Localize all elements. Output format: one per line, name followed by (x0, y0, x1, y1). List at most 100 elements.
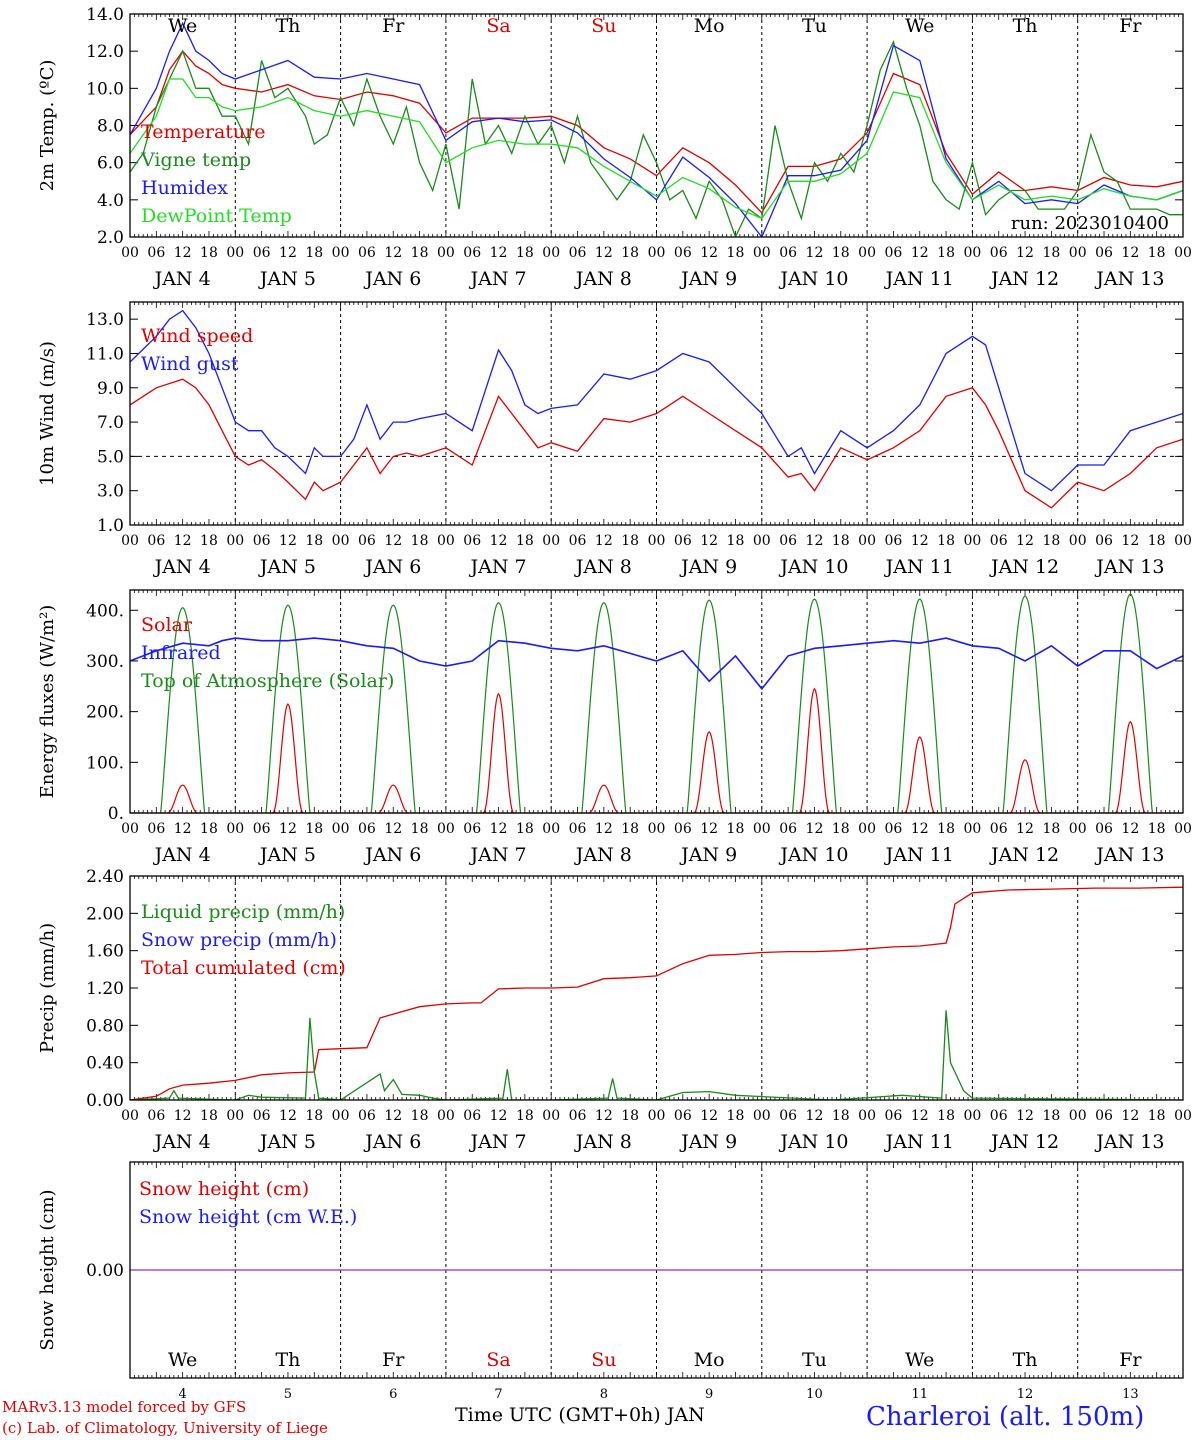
weekday-label: Th (275, 1349, 300, 1371)
model-credit-line1: MARv3.13 model forced by GFS (2, 1398, 247, 1416)
y-tick-label: 400. (86, 601, 124, 621)
weekday-label: Fr (382, 15, 405, 37)
x-hour-label: 06 (885, 1108, 903, 1124)
x-day-label: JAN 12 (989, 1131, 1059, 1153)
x-hour-label: 06 (147, 533, 165, 549)
y-tick-label: 1.20 (86, 979, 124, 999)
y-tick-label: 0.80 (86, 1016, 124, 1036)
x-hour-label: 00 (1069, 1108, 1087, 1124)
x-day-label: JAN 5 (258, 844, 316, 866)
y-tick-label: 0.00 (86, 1091, 124, 1111)
x-hour-label: 12 (1121, 533, 1139, 549)
x-hour-label: 00 (1069, 245, 1087, 261)
solar-line (798, 687, 831, 813)
x-hour-label: 18 (305, 245, 323, 261)
x-hour-label: 06 (1095, 533, 1113, 549)
x-hour-label: 06 (147, 245, 165, 261)
solar-line (693, 731, 725, 813)
x-day-label: JAN 9 (679, 268, 737, 290)
x-hour-label: 00 (437, 245, 455, 261)
x-day-label: JAN 4 (153, 556, 211, 578)
x-hour-label: 18 (832, 1108, 850, 1124)
x-day-label: JAN 7 (469, 556, 527, 578)
day-number-label: 8 (600, 1387, 608, 1402)
x-hour-label: 12 (384, 821, 402, 837)
x-hour-label: 00 (226, 533, 244, 549)
day-number-label: 11 (911, 1387, 928, 1402)
weekday-label: Su (591, 1349, 616, 1371)
solar-line (904, 736, 936, 813)
x-day-label: JAN 7 (469, 268, 527, 290)
x-hour-label: 18 (305, 821, 323, 837)
x-hour-label: 12 (1016, 533, 1034, 549)
x-hour-label: 12 (384, 1108, 402, 1124)
y-tick-label: 0. (108, 804, 124, 824)
x-day-label: JAN 10 (778, 844, 848, 866)
legend-entry: Total cumulated (cm) (141, 957, 346, 979)
x-hour-label: 00 (226, 1108, 244, 1124)
x-hour-label: 12 (595, 821, 613, 837)
weekday-label: Fr (382, 1349, 405, 1371)
panel-frame (129, 301, 1184, 526)
x-hour-label: 12 (806, 1108, 824, 1124)
solar-line (482, 692, 515, 813)
x-day-label: JAN 13 (1094, 844, 1164, 866)
day-number-label: 7 (494, 1387, 502, 1402)
legend-entry: Wind gust (141, 353, 239, 375)
x-hour-label: 18 (1148, 821, 1166, 837)
x-hour-label: 06 (1095, 245, 1113, 261)
x-hour-label: 12 (279, 533, 297, 549)
x-hour-label: 18 (516, 1108, 534, 1124)
weekday-label: Tu (802, 15, 827, 37)
x-hour-label: 12 (806, 533, 824, 549)
x-hour-label: 06 (779, 821, 797, 837)
x-hour-label: 06 (990, 533, 1008, 549)
panel-frame (129, 1161, 1184, 1379)
x-day-label: JAN 12 (989, 268, 1059, 290)
series-line-temperature (130, 50, 1183, 214)
x-hour-label: 12 (1016, 245, 1034, 261)
x-hour-label: 00 (1174, 533, 1192, 549)
panel-5: 0.00 Snow height (cm) Snow height (cm) Snow… (37, 1161, 1184, 1402)
x-hour-label: 06 (253, 245, 271, 261)
y-tick-label: 300. (86, 652, 124, 672)
x-hour-label: 12 (1121, 1108, 1139, 1124)
x-hour-label: 00 (226, 821, 244, 837)
x-hour-label: 12 (490, 1108, 508, 1124)
x-day-label: JAN 5 (258, 1131, 316, 1153)
x-day-label: JAN 6 (363, 556, 421, 578)
x-hour-label: 18 (621, 1108, 639, 1124)
x-hour-label: 00 (332, 245, 350, 261)
x-hour-label: 12 (911, 533, 929, 549)
toa-solar-line (581, 601, 627, 813)
x-day-label: JAN 8 (574, 844, 632, 866)
x-hour-label: 12 (911, 245, 929, 261)
y-tick-label: 2.40 (86, 867, 124, 887)
x-day-label: JAN 6 (363, 844, 421, 866)
solar-line (167, 784, 199, 813)
x-day-label: JAN 9 (679, 844, 737, 866)
panel-frame (129, 875, 1184, 1101)
x-hour-label: 12 (1121, 245, 1139, 261)
x-hour-label: 18 (200, 533, 218, 549)
weekday-label: Mo (694, 1349, 725, 1371)
x-day-label: JAN 13 (1094, 1131, 1164, 1153)
x-day-label: JAN 10 (778, 556, 848, 578)
weekday-label: Fr (1119, 1349, 1142, 1371)
x-hour-label: 12 (806, 245, 824, 261)
x-hour-label: 06 (569, 533, 587, 549)
x-hour-label: 18 (200, 1108, 218, 1124)
x-hour-label: 06 (253, 821, 271, 837)
x-hour-label: 06 (1095, 1108, 1113, 1124)
x-hour-label: 06 (779, 1108, 797, 1124)
x-hour-label: 06 (674, 533, 692, 549)
x-hour-label: 00 (753, 821, 771, 837)
y-axis-label: 10m Wind (m/s) (37, 341, 58, 486)
series-line-total-cumulated-cm- (130, 886, 1183, 1100)
x-hour-label: 12 (1016, 1108, 1034, 1124)
x-hour-label: 18 (200, 245, 218, 261)
y-axis-label: Precip (mm/h) (37, 923, 58, 1053)
x-hour-label: 18 (937, 1108, 955, 1124)
toa-solar-line (476, 601, 522, 813)
y-axis-label: 2m Temp. (ºC) (37, 60, 58, 192)
